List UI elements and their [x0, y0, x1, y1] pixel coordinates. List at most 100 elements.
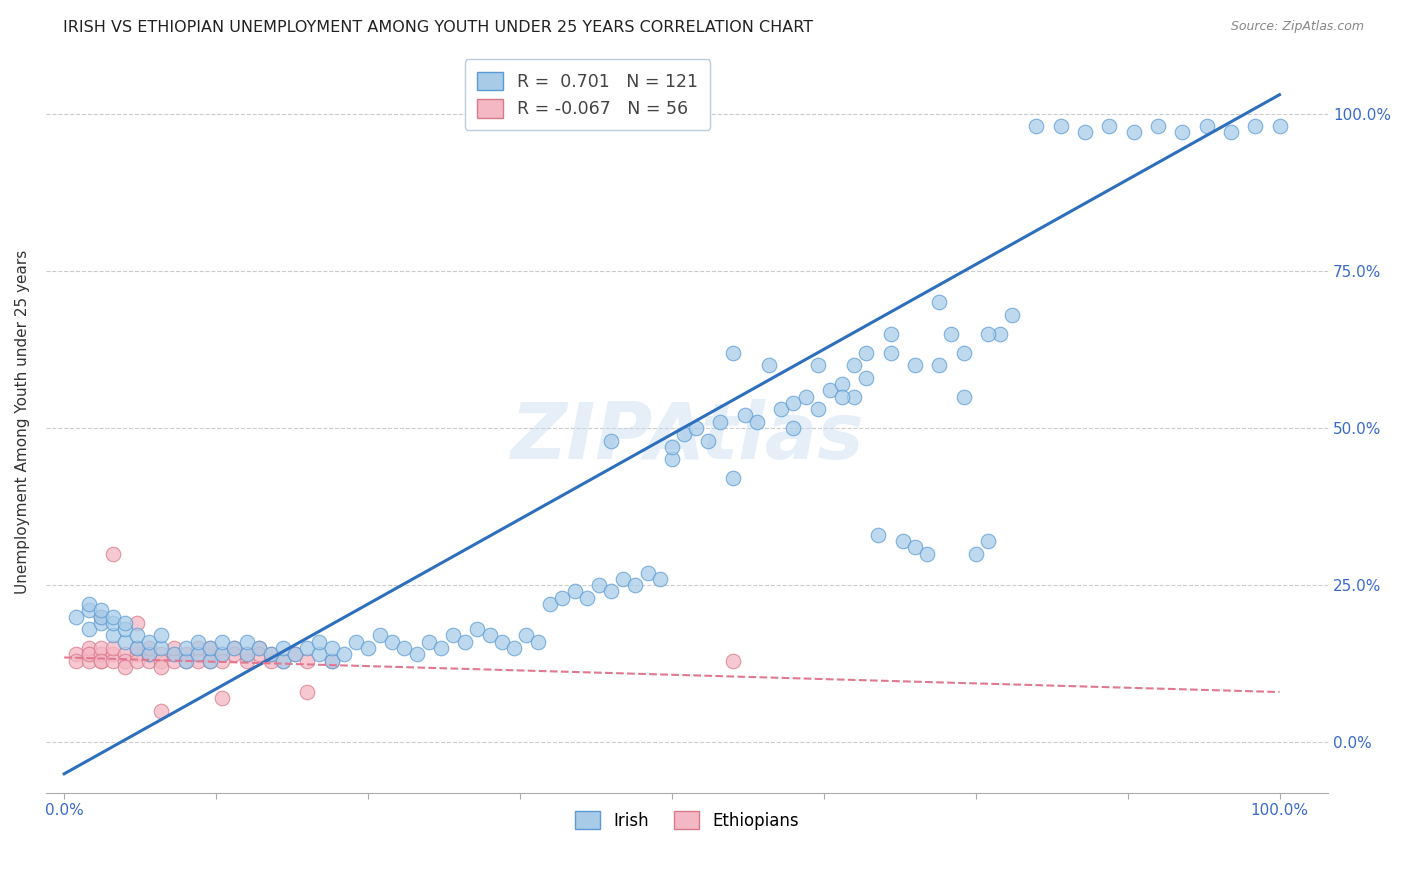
Point	[904, 358, 927, 372]
Point	[491, 634, 513, 648]
Point	[770, 402, 793, 417]
Point	[77, 648, 100, 662]
Point	[394, 640, 416, 655]
Point	[65, 654, 87, 668]
Text: IRISH VS ETHIOPIAN UNEMPLOYMENT AMONG YOUTH UNDER 25 YEARS CORRELATION CHART: IRISH VS ETHIOPIAN UNEMPLOYMENT AMONG YO…	[63, 20, 814, 35]
Text: Source: ZipAtlas.com: Source: ZipAtlas.com	[1230, 20, 1364, 33]
Point	[308, 648, 330, 662]
Point	[661, 440, 683, 454]
Point	[211, 634, 233, 648]
Point	[150, 654, 173, 668]
Point	[150, 648, 173, 662]
Point	[101, 654, 124, 668]
Point	[575, 591, 598, 605]
Point	[235, 648, 257, 662]
Point	[284, 648, 307, 662]
Point	[1195, 119, 1218, 133]
Point	[114, 660, 136, 674]
Point	[114, 622, 136, 636]
Point	[77, 648, 100, 662]
Point	[224, 640, 246, 655]
Point	[418, 634, 440, 648]
Point	[211, 648, 233, 662]
Point	[794, 390, 817, 404]
Point	[77, 603, 100, 617]
Point	[114, 634, 136, 648]
Point	[198, 640, 221, 655]
Point	[321, 640, 343, 655]
Point	[879, 345, 901, 359]
Point	[101, 628, 124, 642]
Point	[721, 345, 744, 359]
Point	[868, 528, 890, 542]
Point	[818, 383, 841, 397]
Point	[879, 326, 901, 341]
Point	[527, 634, 550, 648]
Point	[138, 634, 160, 648]
Point	[127, 615, 149, 630]
Point	[211, 691, 233, 706]
Point	[284, 648, 307, 662]
Point	[855, 345, 877, 359]
Point	[90, 603, 112, 617]
Point	[648, 572, 671, 586]
Point	[782, 421, 804, 435]
Point	[150, 640, 173, 655]
Point	[928, 295, 950, 310]
Point	[321, 654, 343, 668]
Point	[709, 415, 731, 429]
Point	[904, 541, 927, 555]
Point	[211, 654, 233, 668]
Point	[150, 704, 173, 718]
Point	[430, 640, 453, 655]
Point	[1244, 119, 1267, 133]
Point	[624, 578, 647, 592]
Point	[174, 654, 197, 668]
Point	[90, 654, 112, 668]
Point	[271, 654, 294, 668]
Point	[127, 654, 149, 668]
Point	[478, 628, 501, 642]
Point	[65, 648, 87, 662]
Point	[405, 648, 427, 662]
Point	[928, 358, 950, 372]
Point	[90, 640, 112, 655]
Point	[187, 640, 209, 655]
Point	[661, 452, 683, 467]
Point	[697, 434, 720, 448]
Point	[502, 640, 524, 655]
Point	[162, 648, 184, 662]
Point	[515, 628, 537, 642]
Point	[247, 640, 270, 655]
Point	[101, 615, 124, 630]
Point	[114, 615, 136, 630]
Point	[297, 685, 319, 699]
Point	[297, 654, 319, 668]
Point	[1098, 119, 1121, 133]
Point	[1268, 119, 1291, 133]
Point	[247, 640, 270, 655]
Point	[138, 654, 160, 668]
Point	[198, 654, 221, 668]
Point	[247, 648, 270, 662]
Point	[90, 648, 112, 662]
Point	[101, 648, 124, 662]
Point	[564, 584, 586, 599]
Point	[891, 534, 914, 549]
Point	[600, 584, 623, 599]
Point	[162, 648, 184, 662]
Point	[211, 648, 233, 662]
Point	[101, 640, 124, 655]
Point	[224, 640, 246, 655]
Point	[332, 648, 354, 662]
Point	[721, 471, 744, 485]
Point	[831, 390, 853, 404]
Point	[162, 640, 184, 655]
Point	[308, 634, 330, 648]
Point	[1049, 119, 1071, 133]
Point	[1001, 308, 1024, 322]
Point	[807, 402, 830, 417]
Point	[127, 648, 149, 662]
Point	[235, 648, 257, 662]
Point	[357, 640, 380, 655]
